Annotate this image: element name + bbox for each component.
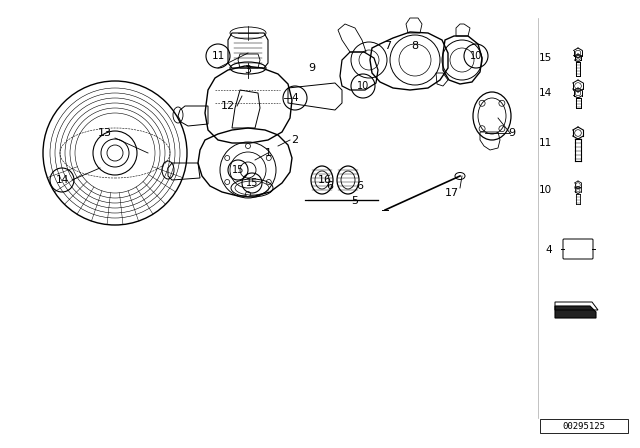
- Text: 6: 6: [356, 181, 364, 191]
- Circle shape: [266, 155, 271, 160]
- Text: 15: 15: [539, 53, 552, 63]
- Text: 12: 12: [221, 101, 235, 111]
- Text: 16: 16: [318, 175, 332, 185]
- Circle shape: [225, 180, 230, 185]
- Text: 17: 17: [445, 188, 459, 198]
- Text: 11: 11: [539, 138, 552, 148]
- Text: 13: 13: [98, 128, 112, 138]
- Text: 1: 1: [264, 148, 271, 158]
- Circle shape: [266, 180, 271, 185]
- Text: 15: 15: [246, 178, 258, 188]
- Circle shape: [225, 155, 230, 160]
- Circle shape: [246, 191, 250, 197]
- Text: 7: 7: [385, 41, 392, 51]
- Text: 9: 9: [308, 63, 316, 73]
- Polygon shape: [555, 306, 596, 318]
- Text: 00295125: 00295125: [563, 422, 605, 431]
- Text: 2: 2: [291, 135, 299, 145]
- Text: 4: 4: [292, 93, 298, 103]
- Text: 8: 8: [412, 41, 419, 51]
- Text: 3: 3: [244, 65, 252, 75]
- Text: 6: 6: [326, 181, 333, 191]
- Text: 10: 10: [539, 185, 552, 195]
- Text: 10: 10: [357, 81, 369, 91]
- Text: 14: 14: [56, 175, 68, 185]
- Circle shape: [246, 143, 250, 148]
- Text: 15: 15: [232, 165, 244, 175]
- Text: 9: 9: [508, 128, 516, 138]
- Text: 11: 11: [211, 51, 225, 61]
- Text: 5: 5: [351, 196, 358, 206]
- Text: 10: 10: [470, 51, 482, 61]
- Text: 4: 4: [545, 245, 552, 255]
- Text: 14: 14: [539, 88, 552, 98]
